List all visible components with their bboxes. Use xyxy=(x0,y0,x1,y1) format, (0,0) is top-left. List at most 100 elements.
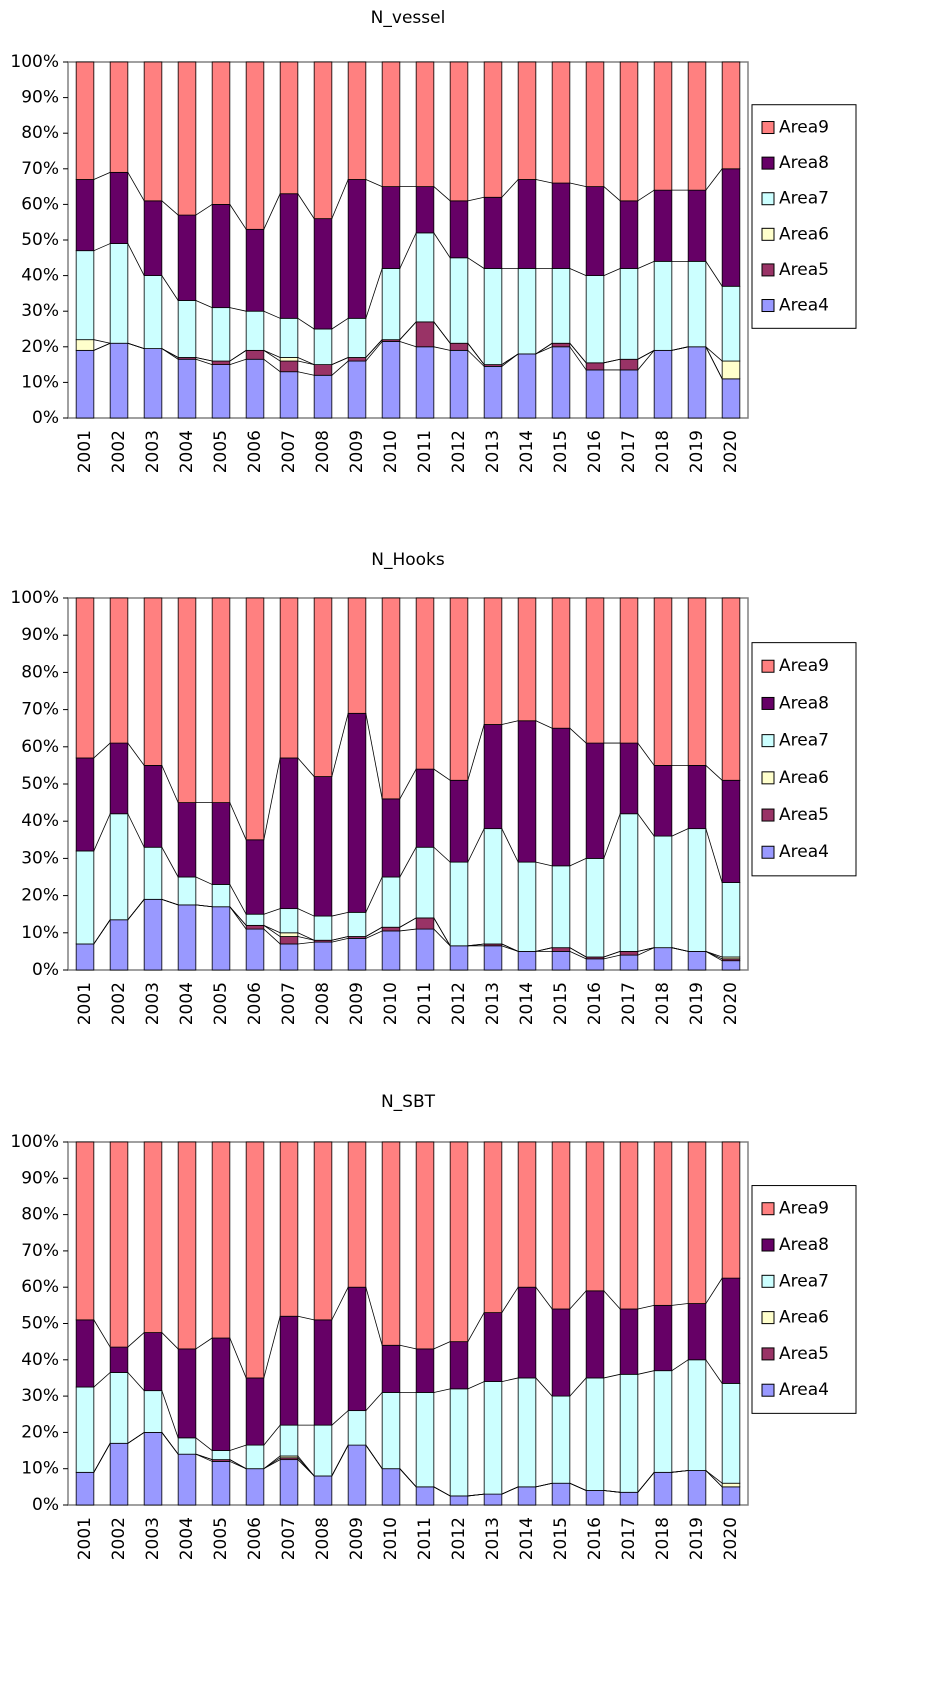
series-connector xyxy=(161,348,179,358)
series-connector xyxy=(127,742,145,766)
series-connector xyxy=(399,928,417,932)
bar-segment xyxy=(245,349,265,360)
x-tick-label: 2009 xyxy=(347,430,367,473)
series-connector xyxy=(331,357,349,365)
y-tick-label: 0% xyxy=(32,1495,59,1515)
series-connector xyxy=(331,713,349,777)
x-tick-label: 2007 xyxy=(279,982,299,1025)
y-tick-label: 70% xyxy=(21,1241,59,1261)
x-tick-label: 2009 xyxy=(347,982,367,1025)
bar-segment xyxy=(313,1424,333,1477)
series-connector xyxy=(263,1316,281,1379)
series-connector xyxy=(127,813,145,848)
legend-label: Area4 xyxy=(779,1380,829,1400)
bar-segment xyxy=(211,1461,231,1506)
bar-segment xyxy=(653,260,673,351)
x-tick-label: 2019 xyxy=(687,430,707,473)
legend-swatch xyxy=(761,771,775,785)
bar-segment xyxy=(75,250,95,341)
bar-segment xyxy=(687,1470,707,1506)
y-tick-label: 60% xyxy=(21,737,59,757)
bar-segment xyxy=(279,317,299,358)
bar-segment xyxy=(585,362,605,371)
bar-segment xyxy=(211,203,231,309)
bar-segment xyxy=(585,186,605,277)
legend-box xyxy=(751,104,857,329)
bar-segment xyxy=(75,1386,95,1473)
series-connector xyxy=(161,1332,179,1350)
series-connector xyxy=(705,1470,723,1488)
bar-segment xyxy=(415,1392,435,1488)
bar-segment xyxy=(177,214,197,301)
y-tick-label: 30% xyxy=(21,1386,59,1406)
bar-segment xyxy=(585,958,605,971)
bar-segment xyxy=(449,1141,469,1343)
x-tick-label: 2006 xyxy=(245,982,265,1025)
bar-segment xyxy=(415,186,435,234)
bar-segment xyxy=(279,360,299,373)
series-connector xyxy=(229,350,247,362)
bar-segment xyxy=(143,200,163,276)
x-tick-label: 2017 xyxy=(619,430,639,473)
series-connector xyxy=(229,1444,247,1451)
series-connector xyxy=(433,768,451,781)
plot-area xyxy=(67,61,749,419)
bar-segment xyxy=(551,1482,571,1506)
bar-segment xyxy=(687,597,707,766)
bar-segment xyxy=(109,342,129,419)
series-connector xyxy=(331,1287,349,1321)
bar-segment xyxy=(585,858,605,958)
legend-label: Area4 xyxy=(779,296,829,316)
bar-segment xyxy=(483,1493,503,1506)
x-tick-label: 2011 xyxy=(415,982,435,1025)
x-tick-label: 2014 xyxy=(517,982,537,1025)
bar-segment xyxy=(75,61,95,180)
bar-segment xyxy=(687,189,707,262)
bar-segment xyxy=(721,61,741,170)
x-tick-label: 2007 xyxy=(279,1517,299,1560)
series-connector xyxy=(297,908,315,917)
bar-segment xyxy=(211,1141,231,1339)
bar-segment xyxy=(381,61,401,187)
x-tick-label: 2020 xyxy=(721,1517,741,1560)
series-connector xyxy=(365,339,383,358)
y-tick-label: 40% xyxy=(21,1350,59,1370)
series-connector xyxy=(501,943,519,952)
bar-segment xyxy=(449,349,469,419)
bar-segment xyxy=(381,798,401,878)
bar-segment xyxy=(279,1315,299,1426)
bar-segment xyxy=(347,937,367,971)
series-connector xyxy=(229,906,247,926)
bar-segment xyxy=(721,779,741,883)
bar-segment xyxy=(313,374,333,419)
series-connector xyxy=(637,947,655,952)
bar-segment xyxy=(551,865,571,949)
series-connector xyxy=(603,954,621,960)
bar-segment xyxy=(483,597,503,725)
legend-label: Area9 xyxy=(779,118,829,138)
bar-segment xyxy=(75,179,95,252)
series-connector xyxy=(161,1390,179,1438)
series-connector xyxy=(297,357,315,365)
series-connector xyxy=(365,268,383,319)
bar-segment xyxy=(279,757,299,910)
y-tick-label: 90% xyxy=(21,88,59,108)
series-connector xyxy=(161,847,179,878)
series-connector xyxy=(365,926,383,937)
x-tick-label: 2008 xyxy=(313,982,333,1025)
series-connector xyxy=(365,341,383,362)
series-connector xyxy=(127,899,145,921)
series-connector xyxy=(365,1444,383,1469)
bar-segment xyxy=(653,835,673,949)
bar-segment xyxy=(449,779,469,863)
bar-segment xyxy=(211,597,231,804)
series-connector xyxy=(569,182,587,187)
series-connector xyxy=(535,1286,553,1310)
bar-segment xyxy=(721,360,741,380)
bar-segment xyxy=(381,876,401,928)
bar-segment xyxy=(75,850,95,945)
bar-segment xyxy=(619,742,639,815)
x-tick-label: 2016 xyxy=(585,1517,605,1560)
bar-segment xyxy=(619,597,639,744)
bar-segment xyxy=(75,597,95,759)
